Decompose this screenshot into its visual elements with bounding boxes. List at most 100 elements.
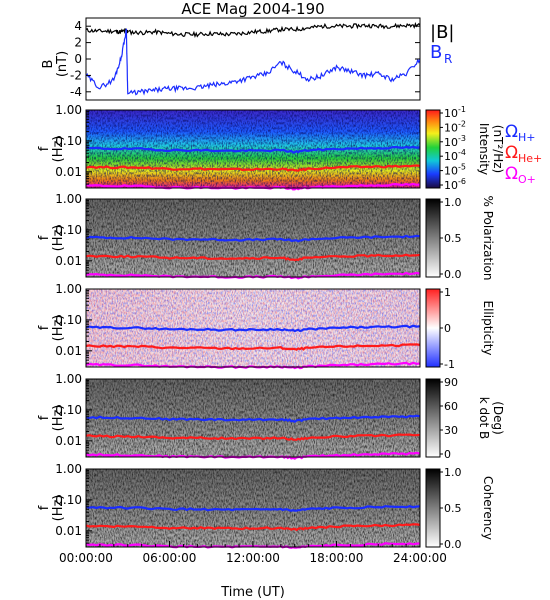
legend-b-r-sub: R [444,52,452,66]
colorbar-tick-exponent: -6 [458,177,466,186]
colorbar-tick-label: 0 [444,322,451,335]
mag-tick-label: 2 [74,36,82,50]
omega-h-line [85,234,421,243]
intensity-colorbar-unit: (nT²/Hz) [491,125,505,173]
freq-tick-label: 1.00 [55,103,82,117]
kdotb-colorbar-label: k dot B [477,397,491,439]
freq-tick-label: 1.00 [55,462,82,476]
b-r-line [86,28,420,96]
colorbar-tick-label: 10 [444,121,458,134]
omega-h-symbol: Ω [505,122,518,142]
gyro-legend: Ω H+ Ω He+ Ω O+ [505,122,542,186]
polarization-frame [85,198,421,278]
kdotb-frame [85,378,421,458]
colorbar-tick-exponent: -5 [458,163,466,172]
colorbar-tick-label: 60 [444,400,458,413]
colorbar-tick-label: 0.5 [444,502,462,515]
colorbar-tick-label: 0.0 [444,538,462,551]
freq-tick-label: 0.01 [55,165,82,179]
kdotb-colorbar [425,378,441,458]
freq-tick-label: 0.10 [55,134,82,148]
coherency-colorbar-label: Coherency [481,476,495,540]
time-tick-label: 00:00:00 [59,551,113,565]
freq-ylabel-unit: (Hz) [51,225,66,252]
legend-b-r-main: B [430,42,442,63]
time-tick-label: 12:00:00 [226,551,280,565]
omega-he-line [85,164,421,172]
legend-b-total: |B| [430,22,454,43]
time-tick-label: 18:00:00 [310,551,364,565]
mag-tick-label: 0 [74,52,82,66]
colorbar-tick-label: 10 [444,107,458,120]
mag-ylabel-main: B [41,60,56,69]
time-axis: 00:00:00 06:00:00 12:00:00 18:00:00 24:00:00 [59,541,447,565]
spectral-panel-kdotb: 1.00 0.10 0.01 f (Hz) 90 60 30 0 k dot B (Deg) [37,372,505,461]
freq-tick-label: 1.00 [55,282,82,296]
omega-he-sub: He+ [518,152,542,165]
colorbar-tick-exponent: -4 [458,148,466,157]
time-axis-label: Time (UT) [220,585,285,600]
colorbar-tick-label: 1.0 [444,196,462,209]
omega-h-sub: H+ [518,131,536,144]
omega-he-line [85,433,421,441]
ellipticity-colorbar [425,288,441,368]
spectral-panels: 1.000.100.01f (Hz)10-110-210-310-410 -510-… [37,103,505,551]
ellipticity-colorbar-label: Ellipticity [481,301,495,356]
mag-panel: 4 2 0 -2 -4 B (nT) |B| B R [41,17,454,101]
mag-tick-label: 4 [74,19,82,33]
freq-tick-label: 1.00 [55,192,82,206]
freq-ylabel-unit: (Hz) [51,495,66,522]
intensity-colorbar-label: Intensity [477,123,491,175]
spectral-panel-coherency: 1.00 0.10 0.01 f (Hz) 1.0 0.5 0.0 Coherency [37,462,495,551]
colorbar-tick-exponent: -1 [458,105,466,114]
time-tick-label: 06:00:00 [143,551,197,565]
freq-tick-label: 0.01 [55,434,82,448]
freq-tick-label: 0.01 [55,344,82,358]
mag-tick-label: -4 [70,85,82,99]
intensity-frame [85,109,421,189]
polarization-colorbar [425,198,441,278]
omega-he-line [85,523,421,532]
omega-h-line [85,145,421,154]
colorbar-tick-label: 0.5 [444,232,462,245]
omega-h-line [85,414,421,423]
omega-h-line [85,505,421,512]
omega-o-sub: O+ [518,173,536,186]
colorbar-tick-label: 1.0 [444,466,462,479]
omega-o-symbol: Ω [505,164,518,184]
freq-ylabel-main: f [37,235,52,240]
freq-ylabel-unit: (Hz) [51,405,66,432]
omega-he-line [85,343,421,351]
freq-ylabel-main: f [37,505,52,510]
colorbar-tick-label: 30 [444,424,458,437]
coherency-colorbar [425,468,441,548]
colorbar-tick-exponent: -2 [458,119,466,128]
colorbar-tick-label: 0.0 [444,268,462,281]
colorbar-tick-label: 10 [444,150,458,163]
spectral-panel-intensity: 1.000.100.01f (Hz)10-110-210-310-410 -510-… [37,103,505,192]
spectral-panel-polarization: 1.00 0.10 0.01 f (Hz) 1.0 0.5 0.0 % Polarization [37,192,495,281]
freq-tick-label: 0.10 [55,493,82,507]
kdotb-colorbar-unit: (Deg) [491,401,505,435]
spectral-panel-ellipticity: 1.00 0.10 0.01 f (Hz) 1 0 -1 Ellipticity [37,282,495,371]
colorbar-tick-exponent: -3 [458,134,466,143]
colorbar-tick-label: -1 [444,358,455,371]
intensity-colorbar [425,109,441,189]
freq-tick-label: 1.00 [55,372,82,386]
ellipticity-frame [85,288,421,368]
omega-o-line [85,361,421,370]
freq-ylabel-main: f [37,325,52,330]
colorbar-tick-label: 10 [444,179,458,192]
colorbar-tick-label: 0 [444,448,451,461]
omega-h-line [85,324,421,333]
omega-he-line [85,253,421,262]
freq-ylabel-unit: (Hz) [51,136,66,163]
colorbar-tick-label: 1 [444,286,451,299]
colorbar-tick-label: 10 [444,165,458,178]
freq-tick-label: 0.10 [55,403,82,417]
freq-ylabel-main: f [37,415,52,420]
mag-ylabel-unit: (nT) [55,51,70,77]
colorbar-tick-label: 10 [444,136,458,149]
